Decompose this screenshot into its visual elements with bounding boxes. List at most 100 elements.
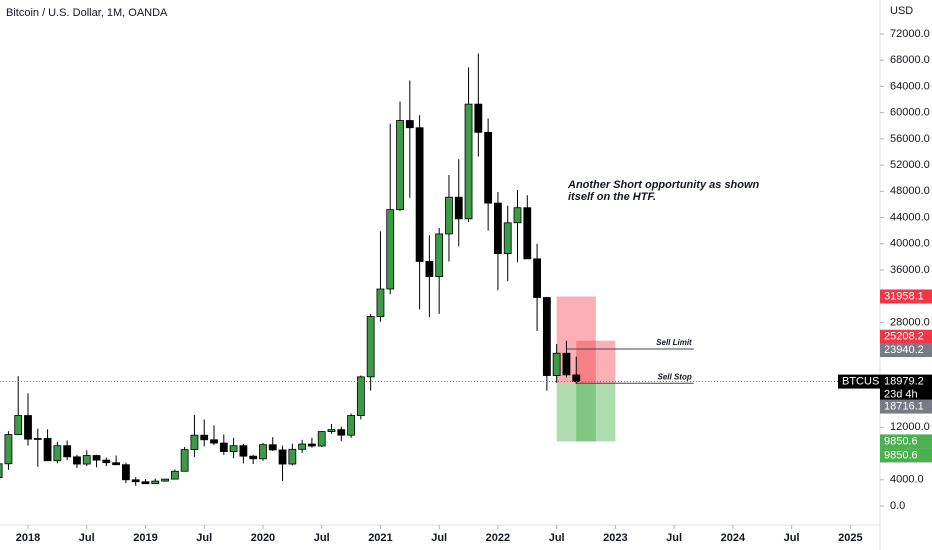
candle-body	[33, 438, 42, 440]
x-tick-label: 2019	[133, 532, 157, 544]
currency-label: USD	[890, 5, 913, 17]
x-tick-label: Jul	[314, 532, 330, 544]
candle-body	[180, 449, 189, 472]
x-tick-label: 2022	[486, 532, 510, 544]
candle-body	[405, 120, 414, 129]
candle-body	[43, 438, 52, 462]
y-tick-label: 48000.0	[890, 185, 930, 197]
countdown-label: 23d 4h	[884, 388, 918, 400]
y-tick-label: 28000.0	[890, 316, 930, 328]
candle-body	[53, 445, 62, 462]
target-tag-label: 9850.6	[884, 435, 918, 447]
target-tag	[880, 434, 932, 449]
candle-body	[523, 207, 532, 260]
stop-tag	[880, 329, 932, 344]
candle-body	[356, 376, 365, 416]
x-tick-label: 2020	[251, 532, 275, 544]
x-tick-label: Jul	[79, 532, 95, 544]
candle-body	[14, 415, 23, 435]
candle-body	[386, 209, 395, 290]
x-tick-label: Jul	[549, 532, 565, 544]
target-zone	[556, 383, 596, 442]
last-price-label: 18979.2	[884, 375, 924, 387]
target-tag	[880, 448, 932, 463]
candle-body	[131, 479, 140, 483]
y-tick-label: 60000.0	[890, 107, 930, 119]
candle-body	[327, 429, 336, 432]
candle-body	[376, 288, 385, 317]
level-label: Sell Stop	[657, 372, 691, 381]
x-tick-label: Jul	[431, 532, 447, 544]
candle-body	[464, 103, 473, 220]
y-tick-label: 36000.0	[890, 264, 930, 276]
x-tick-label: Jul	[784, 532, 800, 544]
y-tick-label: 72000.0	[890, 28, 930, 40]
candle-body	[347, 415, 355, 436]
candle-body	[278, 449, 287, 465]
candle-body	[317, 431, 326, 447]
symbol-tag	[838, 374, 880, 389]
candle-body	[141, 481, 150, 485]
candle-body	[122, 464, 130, 481]
candle-body	[533, 258, 541, 298]
candle-body	[435, 233, 444, 277]
y-tick-label: 56000.0	[890, 133, 930, 145]
candle-body	[249, 455, 258, 460]
candle-body	[425, 261, 434, 277]
candle-body	[112, 462, 121, 466]
candle-body	[288, 448, 297, 465]
candle-body	[200, 434, 209, 441]
y-tick-label: 44000.0	[890, 211, 930, 223]
candle-body	[445, 196, 453, 235]
last-price-tag	[880, 374, 932, 402]
x-tick-label: 2024	[721, 532, 746, 544]
candle-body	[219, 442, 228, 452]
candle-body	[298, 443, 307, 450]
candle-body	[562, 352, 571, 376]
y-tick-label: 4000.0	[890, 474, 924, 486]
candle-body	[82, 455, 91, 465]
candle-body	[513, 207, 522, 224]
candle-body	[542, 297, 551, 376]
y-tick-label: 68000.0	[890, 54, 930, 66]
stop-zone	[576, 340, 616, 384]
candle-body	[24, 415, 32, 440]
level-tag-label: 18716.1	[884, 400, 924, 412]
candle-body	[73, 456, 81, 465]
candle-body	[454, 196, 463, 220]
candle-body	[308, 443, 316, 447]
target-tag-label: 9850.6	[884, 449, 918, 461]
candle-body	[366, 316, 375, 378]
candle-body	[396, 120, 404, 211]
candle-body	[494, 202, 502, 254]
candle-body	[474, 103, 483, 133]
level-tag	[880, 343, 932, 358]
x-tick-label: Jul	[666, 532, 682, 544]
level-tag	[880, 399, 932, 414]
y-tick-label: 40000.0	[890, 238, 930, 250]
candle-body	[229, 445, 238, 452]
candle-body	[503, 222, 512, 254]
candle-body	[337, 429, 346, 436]
candle-body	[170, 470, 179, 480]
candle-body	[210, 439, 218, 444]
annotation: itself on the HTF.	[568, 191, 656, 203]
candle-body	[239, 445, 248, 457]
x-tick-label: 2023	[603, 532, 627, 544]
x-tick-label: 2021	[368, 532, 392, 544]
candle-body	[572, 374, 581, 382]
x-tick-label: 2018	[16, 532, 40, 544]
candle-body	[268, 444, 277, 451]
y-tick-label: 52000.0	[890, 159, 930, 171]
symbol-label: BTCUSD	[842, 375, 887, 387]
y-tick-label: 0.0	[890, 500, 905, 512]
candle-body	[484, 131, 493, 204]
stop-tag-label: 31958.1	[884, 290, 924, 302]
candle-body	[161, 478, 169, 482]
target-zone	[576, 383, 616, 442]
candle-body	[102, 459, 111, 464]
candle-body	[552, 352, 561, 376]
candle-body	[190, 434, 199, 451]
candle-body	[151, 480, 160, 485]
